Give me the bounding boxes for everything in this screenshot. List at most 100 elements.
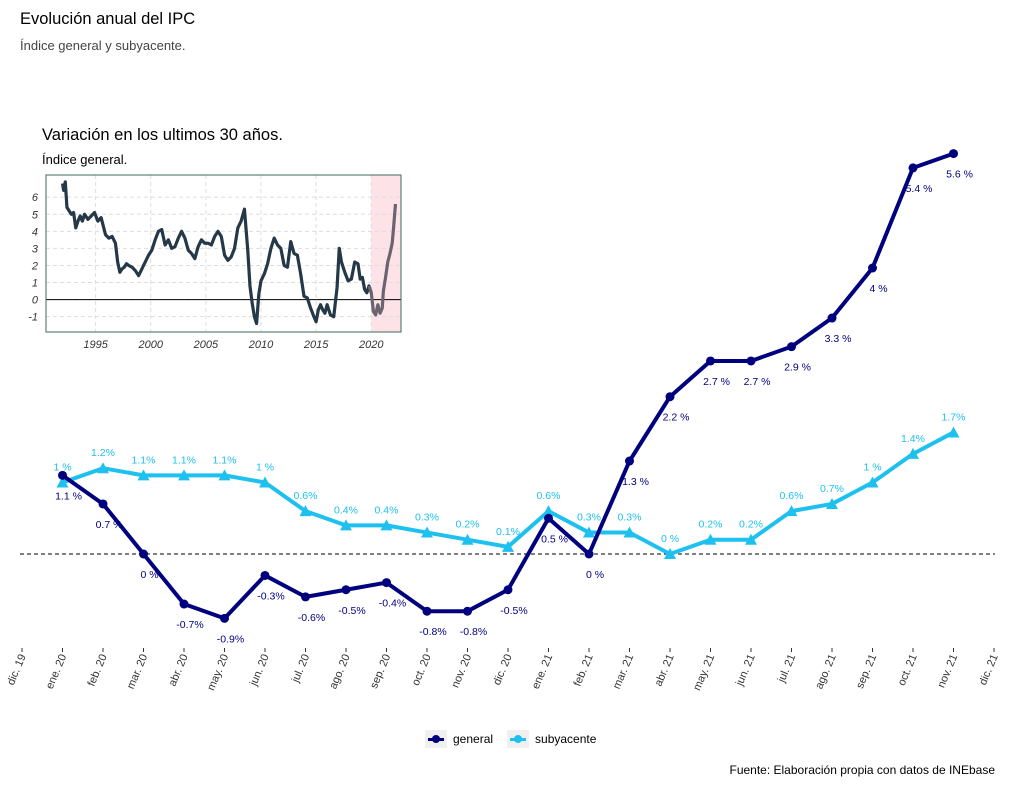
data-point-general: [949, 149, 958, 159]
data-point-general: [179, 599, 189, 609]
data-point-subyacente: [340, 519, 352, 531]
legend-key-subyacente: [507, 730, 530, 748]
data-label-subyacente: 0.3%: [415, 512, 439, 524]
data-point-general: [868, 263, 877, 273]
x-tick-label: dic. 21: [977, 652, 1001, 687]
data-point-general: [260, 570, 270, 580]
source-caption: Fuente: Elaboración propia con datos de …: [729, 763, 995, 777]
data-label-subyacente: 1.2%: [91, 447, 115, 459]
data-point-general: [827, 313, 837, 323]
data-point-subyacente: [542, 505, 555, 517]
data-label-subyacente: 0.7%: [820, 483, 844, 495]
x-tick-label: may. 21: [691, 652, 717, 692]
data-label-general: -0.5%: [500, 605, 527, 617]
legend-item-general: general: [425, 730, 493, 748]
data-point-general: [341, 585, 351, 595]
data-point-subyacente: [907, 447, 919, 459]
x-tick-label: sep. 20: [368, 652, 393, 690]
data-label-subyacente: 0.6%: [537, 490, 561, 502]
data-label-general: -0.3%: [257, 590, 284, 602]
data-label-subyacente: 1.1%: [213, 454, 237, 466]
data-label-subyacente: 0.3%: [618, 512, 642, 524]
data-point-general: [58, 470, 67, 480]
data-point-subyacente: [745, 533, 757, 545]
data-point-general: [544, 513, 553, 523]
x-tick-label: ene. 20: [44, 652, 69, 690]
data-label-general: 5.4 %: [906, 183, 933, 195]
data-point-general: [908, 163, 918, 173]
data-label-general: -0.7%: [176, 619, 203, 631]
data-point-general: [503, 585, 513, 595]
x-tick-label: ago. 21: [813, 652, 838, 690]
x-tick-label: oct. 20: [410, 652, 434, 687]
data-label-general: 0.7 %: [96, 519, 123, 531]
data-label-subyacente: 0.6%: [294, 490, 318, 502]
data-label-subyacente: 0.4%: [375, 504, 399, 516]
data-label-general: 0.5 %: [541, 533, 568, 545]
data-label-general: -0.9%: [217, 633, 244, 645]
chart-title: Evolución anual del IPC: [20, 10, 196, 28]
chart-subtitle: Índice general y subyacente.: [20, 38, 186, 53]
x-tick-label: abr. 21: [653, 652, 677, 688]
data-point-subyacente: [623, 526, 636, 538]
legend-label-general: general: [453, 732, 494, 746]
data-point-general: [706, 356, 715, 366]
data-label-general: 2.9 %: [784, 362, 811, 374]
data-label-subyacente: 0.2%: [456, 519, 480, 531]
x-tick-label: ago. 20: [327, 652, 352, 690]
data-label-subyacente: 1 %: [53, 462, 71, 474]
data-label-subyacente: 1.4%: [901, 433, 925, 445]
data-point-subyacente: [380, 519, 393, 531]
data-label-subyacente: 1.1%: [132, 454, 156, 466]
data-label-general: 4 %: [869, 283, 887, 295]
data-label-subyacente: 0.4%: [334, 504, 358, 516]
data-point-general: [463, 606, 472, 616]
legend-key-general: [425, 730, 447, 748]
x-tick-label: feb. 21: [572, 652, 596, 688]
x-tick-label: jun. 20: [247, 652, 271, 688]
x-tick-label: dic. 20: [491, 652, 515, 687]
data-label-general: 5.6 %: [946, 169, 973, 181]
data-point-general: [139, 549, 148, 559]
data-point-general: [665, 392, 675, 402]
data-label-subyacente: 1.1%: [172, 454, 196, 466]
data-point-subyacente: [502, 540, 514, 552]
data-label-general: -0.6%: [298, 612, 325, 624]
data-label-general: 0 %: [586, 569, 604, 581]
data-label-general: 2.7 %: [744, 376, 771, 388]
data-label-general: 3.3 %: [825, 333, 852, 345]
legend-item-subyacente: subyacente: [507, 730, 596, 748]
x-tick-label: dic. 19: [5, 652, 29, 687]
data-label-general: 1.1 %: [55, 490, 82, 502]
data-label-subyacente: 1 %: [863, 462, 881, 474]
data-point-subyacente: [218, 469, 231, 481]
data-point-subyacente: [259, 476, 271, 488]
data-point-general: [584, 549, 594, 559]
x-tick-label: oct. 21: [896, 652, 920, 687]
data-label-general: -0.5%: [338, 605, 365, 617]
x-tick-label: abr. 20: [167, 652, 191, 688]
data-point-general: [382, 578, 391, 588]
x-tick-label: mar. 20: [125, 652, 150, 690]
x-tick-label: jun. 21: [733, 652, 757, 688]
data-point-general: [98, 499, 108, 509]
data-point-subyacente: [785, 505, 798, 517]
data-point-general: [301, 592, 310, 602]
data-label-general: 2.2 %: [663, 412, 690, 424]
data-label-subyacente: 1 %: [256, 462, 274, 474]
data-point-general: [625, 456, 634, 466]
x-tick-label: nov. 21: [935, 652, 960, 689]
data-point-subyacente: [178, 469, 190, 481]
data-label-subyacente: 0 %: [661, 533, 679, 545]
data-point-subyacente: [704, 533, 717, 545]
data-point-subyacente: [866, 476, 879, 488]
data-point-subyacente: [137, 469, 150, 481]
legend-point-general: [432, 735, 440, 743]
data-label-general: -0.4%: [379, 598, 406, 610]
x-tick-label: feb. 20: [86, 652, 110, 688]
data-label-general: 2.7 %: [703, 376, 730, 388]
x-tick-label: jul. 21: [775, 652, 798, 685]
x-tick-label: may. 20: [205, 652, 231, 692]
data-point-general: [746, 356, 756, 366]
